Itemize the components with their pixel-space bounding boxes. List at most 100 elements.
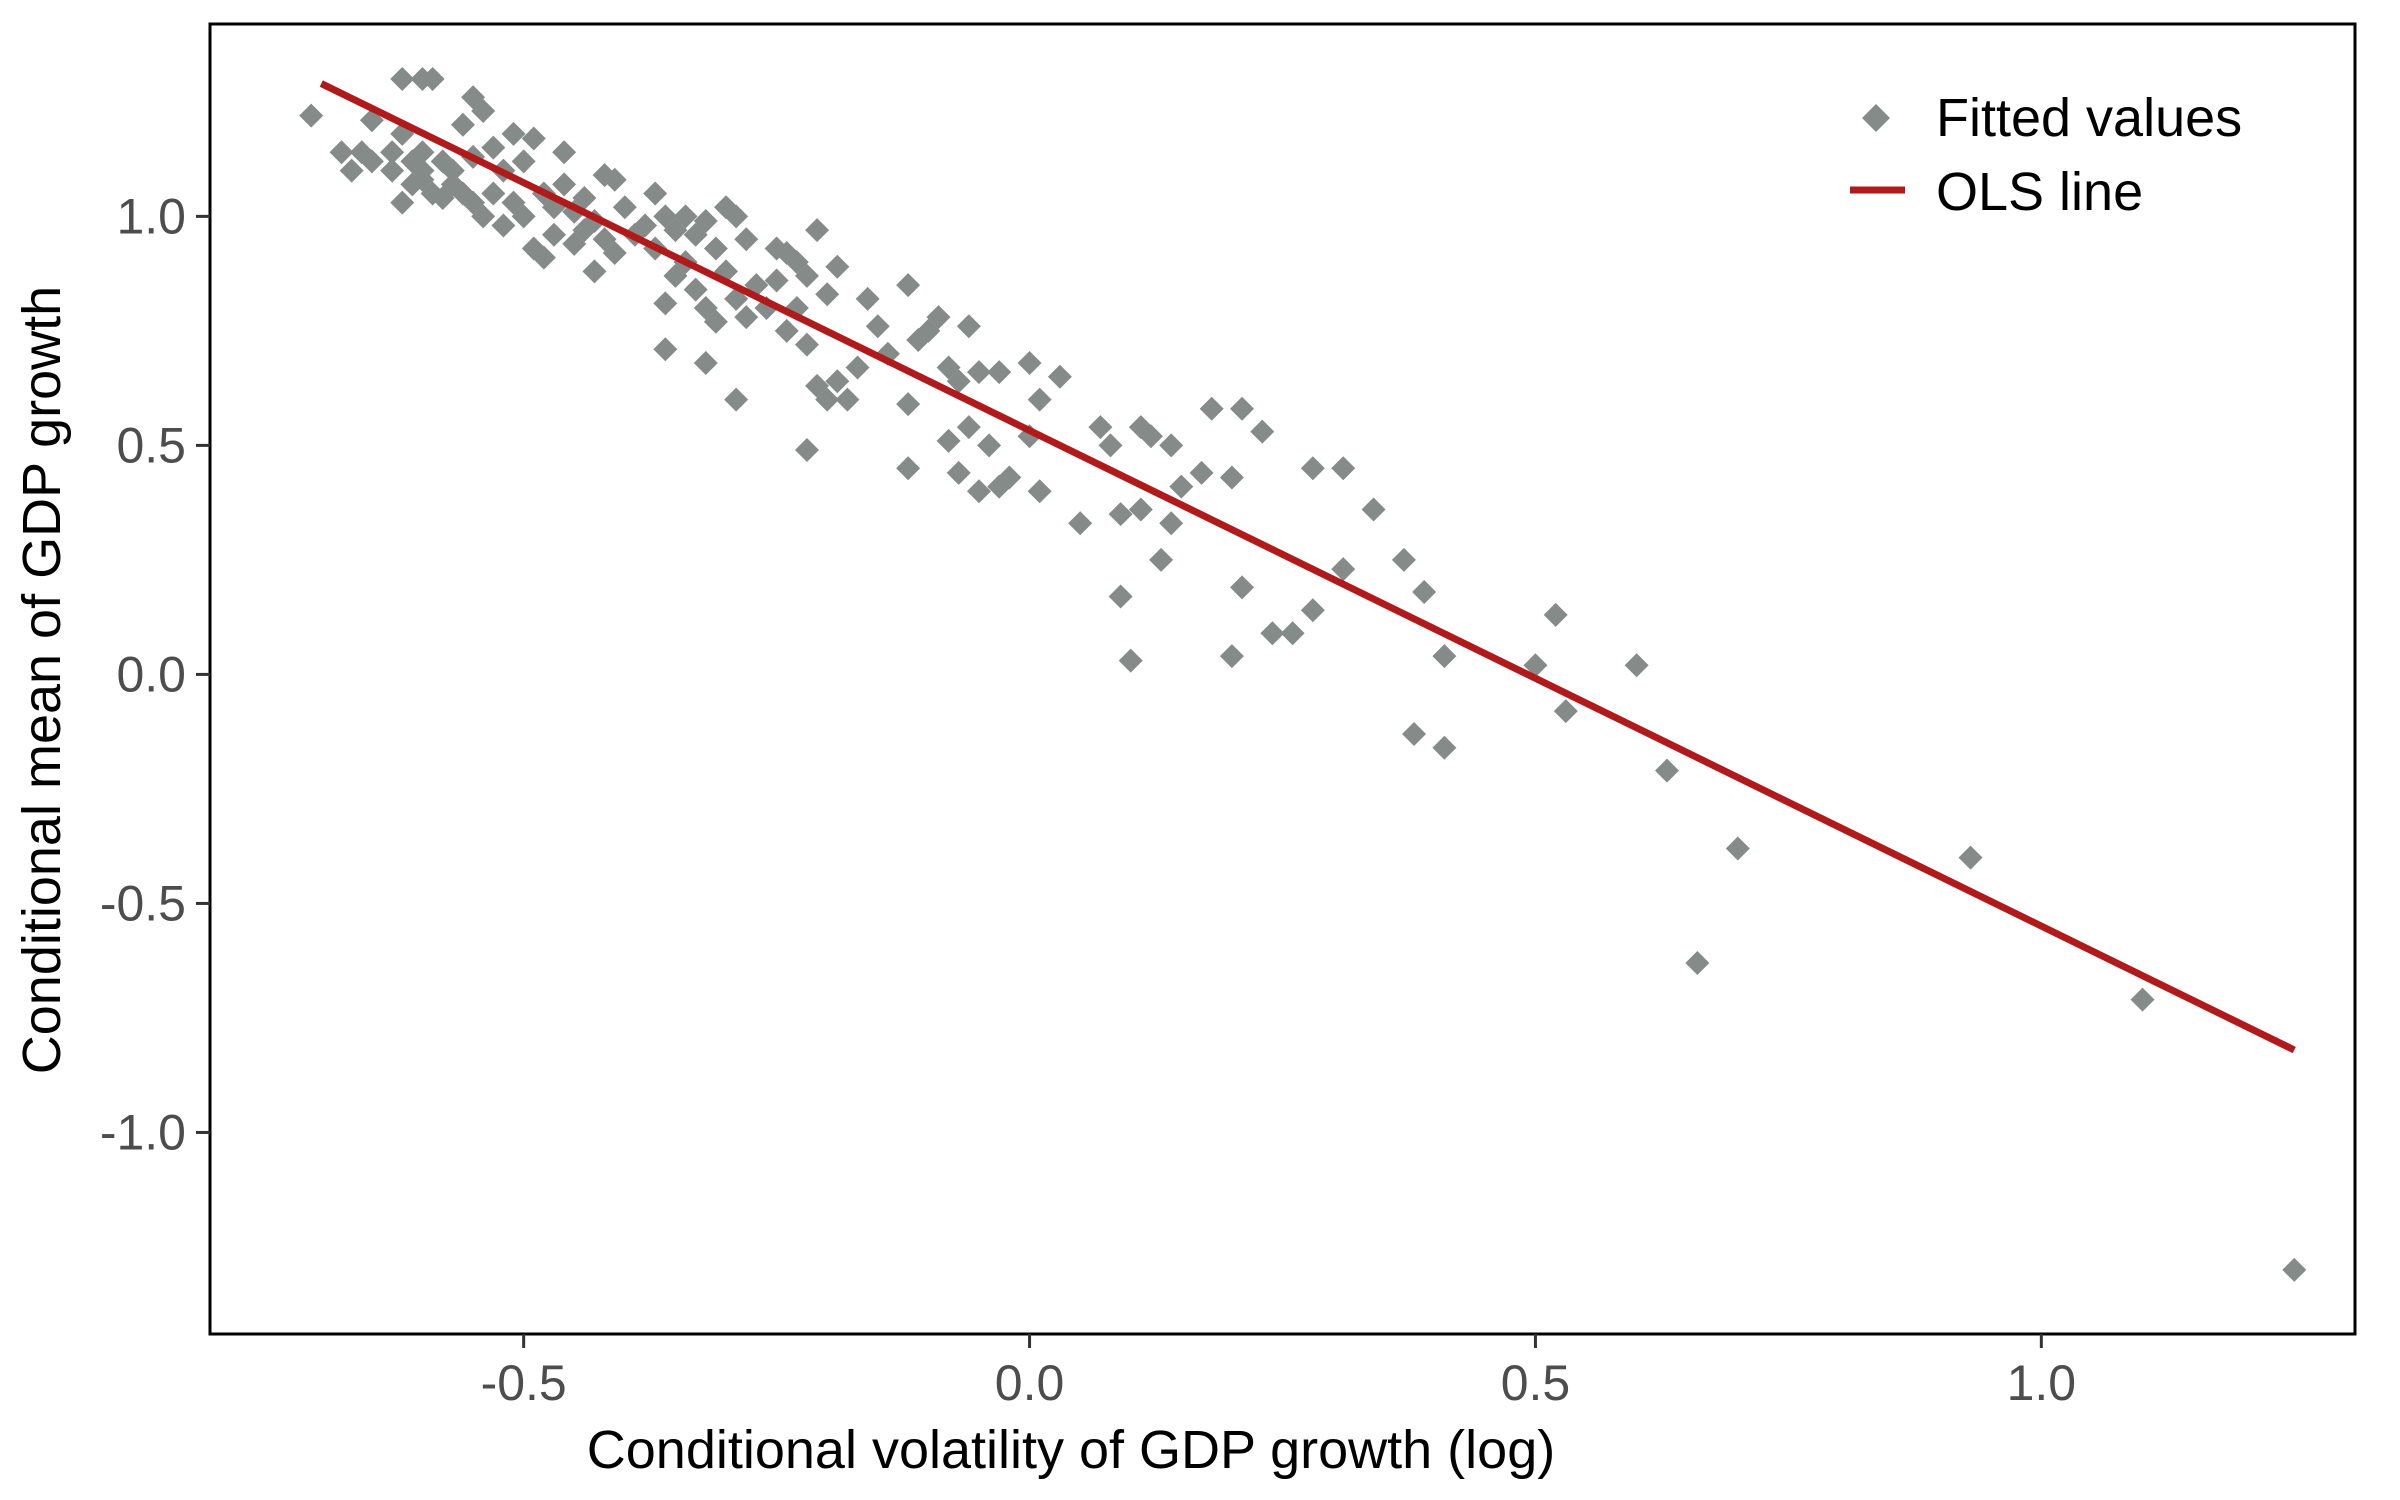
- data-point: [805, 218, 830, 243]
- y-tick-label: 1.0: [116, 188, 186, 244]
- legend: Fitted values OLS line: [1850, 88, 2242, 222]
- data-point: [946, 369, 971, 394]
- data-point: [855, 286, 880, 311]
- data-point: [329, 140, 354, 165]
- data-point: [1219, 644, 1244, 669]
- data-point: [683, 277, 708, 302]
- data-point: [703, 236, 728, 261]
- data-point: [582, 259, 607, 284]
- data-point: [966, 479, 991, 504]
- data-point: [1108, 502, 1133, 527]
- data-point: [633, 213, 658, 238]
- data-point: [359, 149, 384, 174]
- data-point: [1260, 621, 1285, 646]
- data-point: [1128, 497, 1153, 522]
- data-point: [845, 355, 870, 380]
- data-point: [552, 140, 577, 165]
- data-point: [1412, 579, 1437, 604]
- data-point: [511, 204, 536, 229]
- data-point: [1432, 644, 1457, 669]
- data-point: [1027, 387, 1052, 412]
- data-point: [2282, 1257, 2307, 1282]
- data-point: [1654, 758, 1679, 783]
- data-point: [481, 181, 506, 206]
- data-point: [966, 360, 991, 385]
- data-point: [299, 103, 324, 128]
- data-point: [673, 204, 698, 229]
- data-point: [835, 387, 860, 412]
- data-point: [936, 428, 961, 453]
- data-point: [1169, 474, 1194, 499]
- data-point: [825, 254, 850, 279]
- data-point: [734, 305, 759, 330]
- data-point: [471, 204, 496, 229]
- data-point: [1624, 653, 1649, 678]
- data-point: [339, 158, 364, 183]
- data-point: [602, 167, 627, 192]
- data-point: [825, 369, 850, 394]
- data-point: [693, 208, 718, 233]
- data-point: [865, 314, 890, 339]
- data-point: [602, 241, 627, 266]
- legend-label-ols: OLS line: [1936, 162, 2143, 222]
- data-point: [1047, 364, 1072, 389]
- data-point: [1331, 557, 1356, 582]
- y-axis: -1.0 -0.5 0.0 0.5 1.0: [100, 188, 210, 1160]
- ols-line: [319, 80, 2296, 1054]
- data-point: [1553, 699, 1578, 724]
- data-point: [1189, 460, 1214, 485]
- data-point: [1027, 479, 1052, 504]
- data-point: [1402, 721, 1427, 746]
- data-point: [956, 314, 981, 339]
- data-point: [531, 245, 556, 270]
- y-tick-label: 0.0: [116, 646, 186, 702]
- data-point: [724, 204, 749, 229]
- data-point: [653, 291, 678, 316]
- data-point: [1230, 396, 1255, 421]
- data-point: [390, 66, 415, 91]
- data-point: [794, 332, 819, 357]
- data-point: [2130, 987, 2155, 1012]
- data-point: [481, 135, 506, 160]
- data-point: [471, 99, 496, 124]
- x-tick-label: -0.5: [481, 1355, 567, 1411]
- data-point: [724, 387, 749, 412]
- data-point: [1108, 584, 1133, 609]
- data-point: [450, 112, 475, 137]
- data-point: [1331, 456, 1356, 481]
- legend-label-fitted: Fitted values: [1936, 88, 2242, 148]
- x-tick-label: 0.5: [1501, 1355, 1571, 1411]
- data-point: [794, 263, 819, 288]
- data-point: [380, 158, 405, 183]
- data-point: [521, 126, 546, 151]
- data-point: [1098, 433, 1123, 458]
- data-point: [1685, 950, 1710, 975]
- data-point: [896, 392, 921, 417]
- data-point: [410, 140, 435, 165]
- data-point: [764, 268, 789, 293]
- data-point: [1149, 547, 1174, 572]
- ols-line-layer: [319, 80, 2296, 1054]
- data-point: [1219, 465, 1244, 490]
- data-point: [1159, 433, 1184, 458]
- data-point: [542, 222, 567, 247]
- data-point: [1725, 836, 1750, 861]
- data-point: [734, 227, 759, 252]
- data-point: [977, 433, 1002, 458]
- data-point: [1958, 845, 1983, 870]
- data-point: [794, 437, 819, 462]
- data-point: [380, 140, 405, 165]
- data-point: [1391, 547, 1416, 572]
- data-point: [1300, 456, 1325, 481]
- data-point: [1543, 602, 1568, 627]
- y-tick-label: -0.5: [100, 875, 186, 931]
- data-point: [815, 387, 840, 412]
- data-point: [1280, 621, 1305, 646]
- data-point: [653, 337, 678, 362]
- data-point: [896, 273, 921, 298]
- data-point: [1523, 653, 1548, 678]
- data-point: [572, 186, 597, 211]
- data-point: [1017, 350, 1042, 375]
